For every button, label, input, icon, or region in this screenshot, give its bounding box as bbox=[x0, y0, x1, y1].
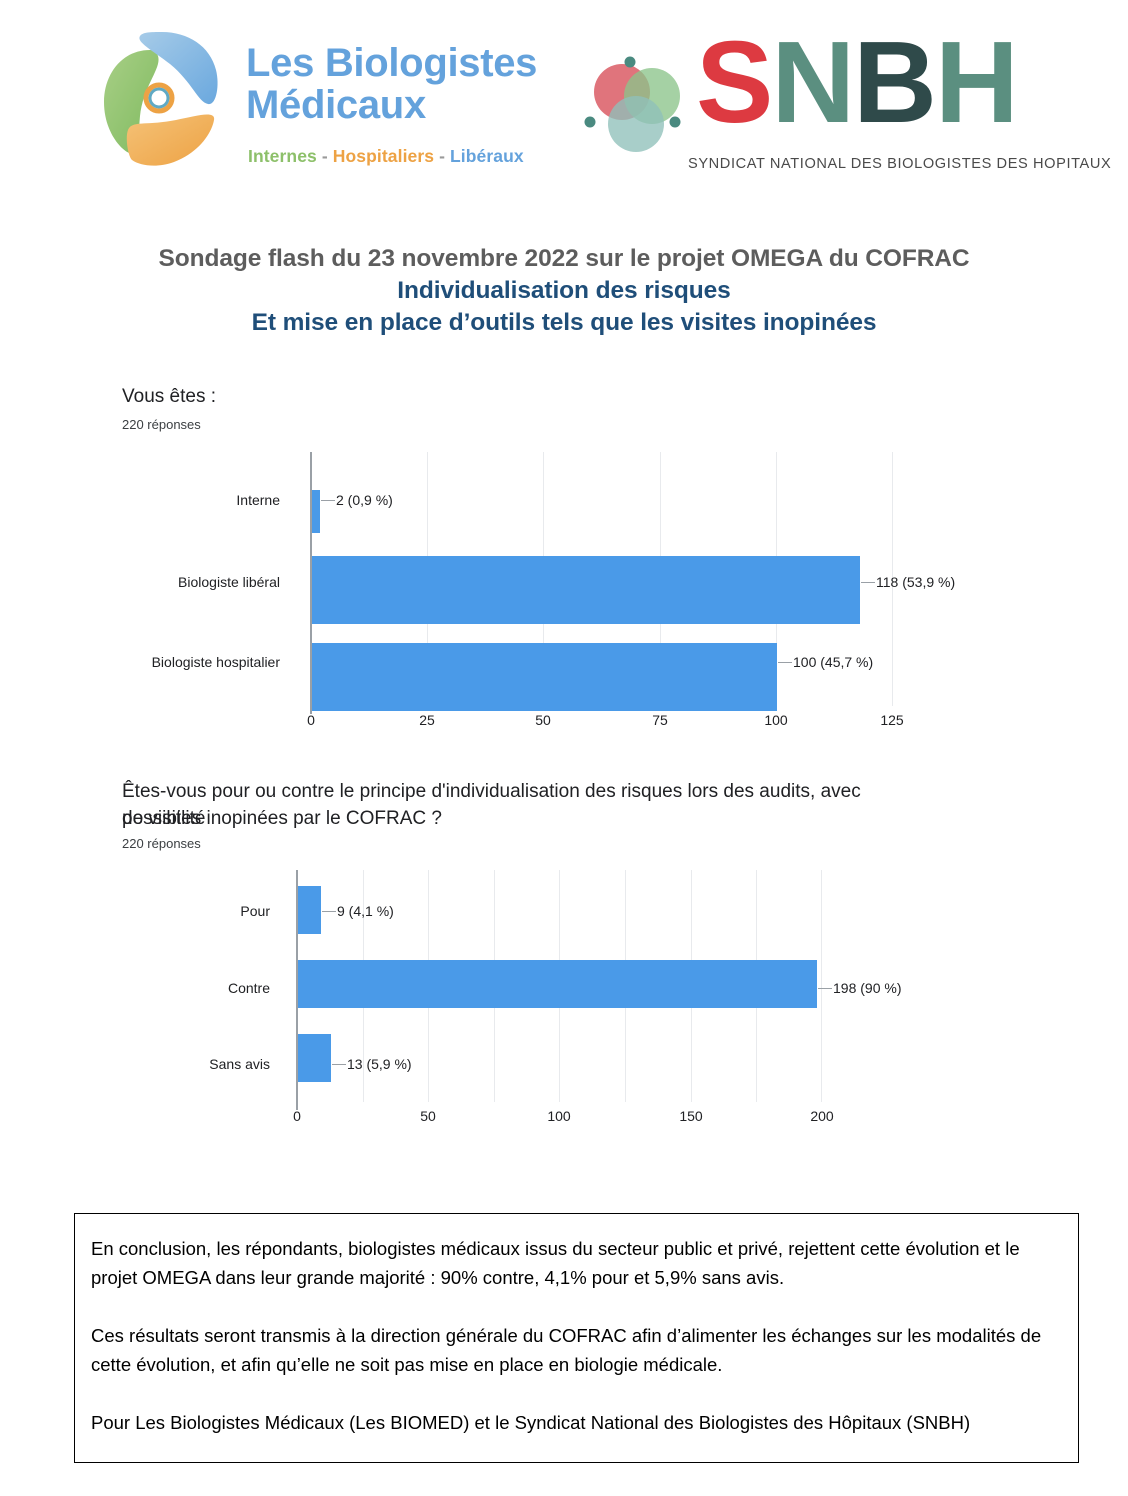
snbh-lettermark: SNBH bbox=[696, 24, 1019, 140]
chart-2-xtick-100: 100 bbox=[547, 1108, 571, 1124]
chart-2-category-label-sans-avis: Sans avis bbox=[209, 1056, 270, 1072]
chart-2-value-label-pour: 9 (4,1 %) bbox=[337, 903, 394, 919]
conclusion-paragraph-3: Pour Les Biologistes Médicaux (Les BIOME… bbox=[91, 1412, 971, 1433]
snbh-letter-n: N bbox=[771, 17, 855, 147]
question-2-title-line-2: de visites inopinées par le COFRAC ? bbox=[122, 808, 442, 829]
chart-2-xtick-200: 200 bbox=[810, 1108, 834, 1124]
chart-1-gridline-125 bbox=[892, 452, 893, 706]
chart-1-leader-interne bbox=[321, 500, 335, 501]
page-subtitle-2: Et mise en place d’outils tels que les v… bbox=[251, 309, 877, 336]
tagline-dash-1: - bbox=[316, 146, 333, 166]
chart-1-leader-biologiste-liberal bbox=[861, 582, 875, 583]
conclusion-box: En conclusion, les répondants, biologist… bbox=[74, 1213, 1079, 1463]
chart-2-leader-contre bbox=[818, 988, 832, 989]
chart-1-bar-biologiste-liberal bbox=[311, 556, 860, 624]
chart-2-xtick-0: 0 bbox=[293, 1108, 301, 1124]
question-2-response-count: 220 réponses bbox=[122, 836, 201, 851]
snbh-venn-icon bbox=[584, 56, 681, 152]
question-1-response-count: 220 réponses bbox=[122, 417, 201, 432]
chart-1-plot-area bbox=[311, 452, 893, 711]
chart-2-bar-contre bbox=[297, 960, 817, 1008]
chart-1-xtick-25: 25 bbox=[419, 712, 435, 728]
snbh-letter-h: H bbox=[934, 17, 1019, 147]
conclusion-paragraph-2: Ces résultats seront transmis à la direc… bbox=[91, 1325, 1042, 1375]
chart-1-y-axis bbox=[310, 452, 312, 714]
chart-2-bar-sans-avis bbox=[297, 1034, 331, 1082]
tagline-dash-2: - bbox=[434, 146, 450, 166]
chart-1-value-label-biologiste-hospitalier: 100 (45,7 %) bbox=[793, 654, 874, 670]
chart-1-value-label-biologiste-liberal: 118 (53,9 %) bbox=[876, 574, 956, 590]
page-title: Sondage flash du 23 novembre 2022 sur le… bbox=[158, 245, 970, 272]
tagline-liberaux: Libéraux bbox=[449, 146, 524, 166]
tagline-hospitaliers: Hospitaliers bbox=[332, 146, 435, 166]
biomed-wordmark-line1: Les Biologistes bbox=[246, 41, 538, 85]
question-1-title: Vous êtes : bbox=[122, 386, 217, 407]
chart-1-xtick-75: 75 bbox=[652, 712, 668, 728]
chart-2-category-label-pour: Pour bbox=[240, 903, 270, 919]
chart-1-xtick-100: 100 bbox=[764, 712, 788, 728]
snbh-letter-s: S bbox=[696, 17, 773, 147]
snbh-subtitle: SYNDICAT NATIONAL DES BIOLOGISTES DES HO… bbox=[688, 156, 1112, 172]
biomed-tagline: Internes - Hospitaliers - Libéraux bbox=[248, 146, 524, 167]
chart-2-plot-area bbox=[297, 870, 822, 1102]
chart-2-value-label-contre: 198 (90 %) bbox=[833, 980, 902, 996]
chart-1-xtick-125: 125 bbox=[880, 712, 904, 728]
document-title-block: Sondage flash du 23 novembre 2022 sur le… bbox=[0, 243, 1128, 339]
chart-1-xtick-50: 50 bbox=[535, 712, 551, 728]
chart-2-leader-sans-avis bbox=[332, 1064, 346, 1065]
page-header: Les Biologistes Médicaux Internes - Hosp… bbox=[0, 0, 1128, 200]
chart-2-xtick-150: 150 bbox=[679, 1108, 703, 1124]
question-2-title-line-1: Êtes-vous pour ou contre le principe d'i… bbox=[122, 781, 861, 829]
tagline-internes: Internes bbox=[248, 146, 317, 166]
chart-2-leader-pour bbox=[322, 911, 336, 912]
conclusion-paragraph-1: En conclusion, les répondants, biologist… bbox=[91, 1238, 1020, 1288]
chart-2-y-axis bbox=[296, 870, 298, 1110]
chart-2-value-label-sans-avis: 13 (5,9 %) bbox=[347, 1056, 412, 1072]
biomed-wordmark-line2: Médicaux bbox=[246, 83, 426, 127]
chart-1-bar-interne bbox=[311, 490, 320, 533]
chart-2-gridline-200 bbox=[821, 870, 822, 1102]
chart-1-category-label-biologiste-liberal: Biologiste libéral bbox=[178, 574, 280, 590]
chart-2-xtick-50: 50 bbox=[420, 1108, 436, 1124]
snbh-letter-b: B bbox=[853, 17, 937, 147]
biomed-logo: Les Biologistes Médicaux Internes - Hosp… bbox=[88, 28, 543, 176]
page-subtitle-1: Individualisation des risques bbox=[397, 277, 731, 304]
chart-1-bar-biologiste-hospitalier bbox=[311, 643, 777, 711]
chart-2-bar-pour bbox=[297, 886, 321, 934]
chart-1-leader-biologiste-hospitalier bbox=[778, 662, 792, 663]
chart-1-value-label-interne: 2 (0,9 %) bbox=[336, 492, 393, 508]
chart-1-xtick-0: 0 bbox=[307, 712, 315, 728]
biomed-logo-mark bbox=[104, 32, 218, 166]
snbh-logo: SNBH SYNDICAT NATIONAL DES BIOLOGISTES D… bbox=[578, 24, 1111, 184]
chart-1-category-label-interne: Interne bbox=[236, 492, 280, 508]
biomed-wordmark: Les Biologistes Médicaux bbox=[246, 42, 537, 126]
chart-1-category-label-biologiste-hospitalier: Biologiste hospitalier bbox=[151, 654, 280, 670]
chart-2-category-label-contre: Contre bbox=[227, 980, 270, 996]
